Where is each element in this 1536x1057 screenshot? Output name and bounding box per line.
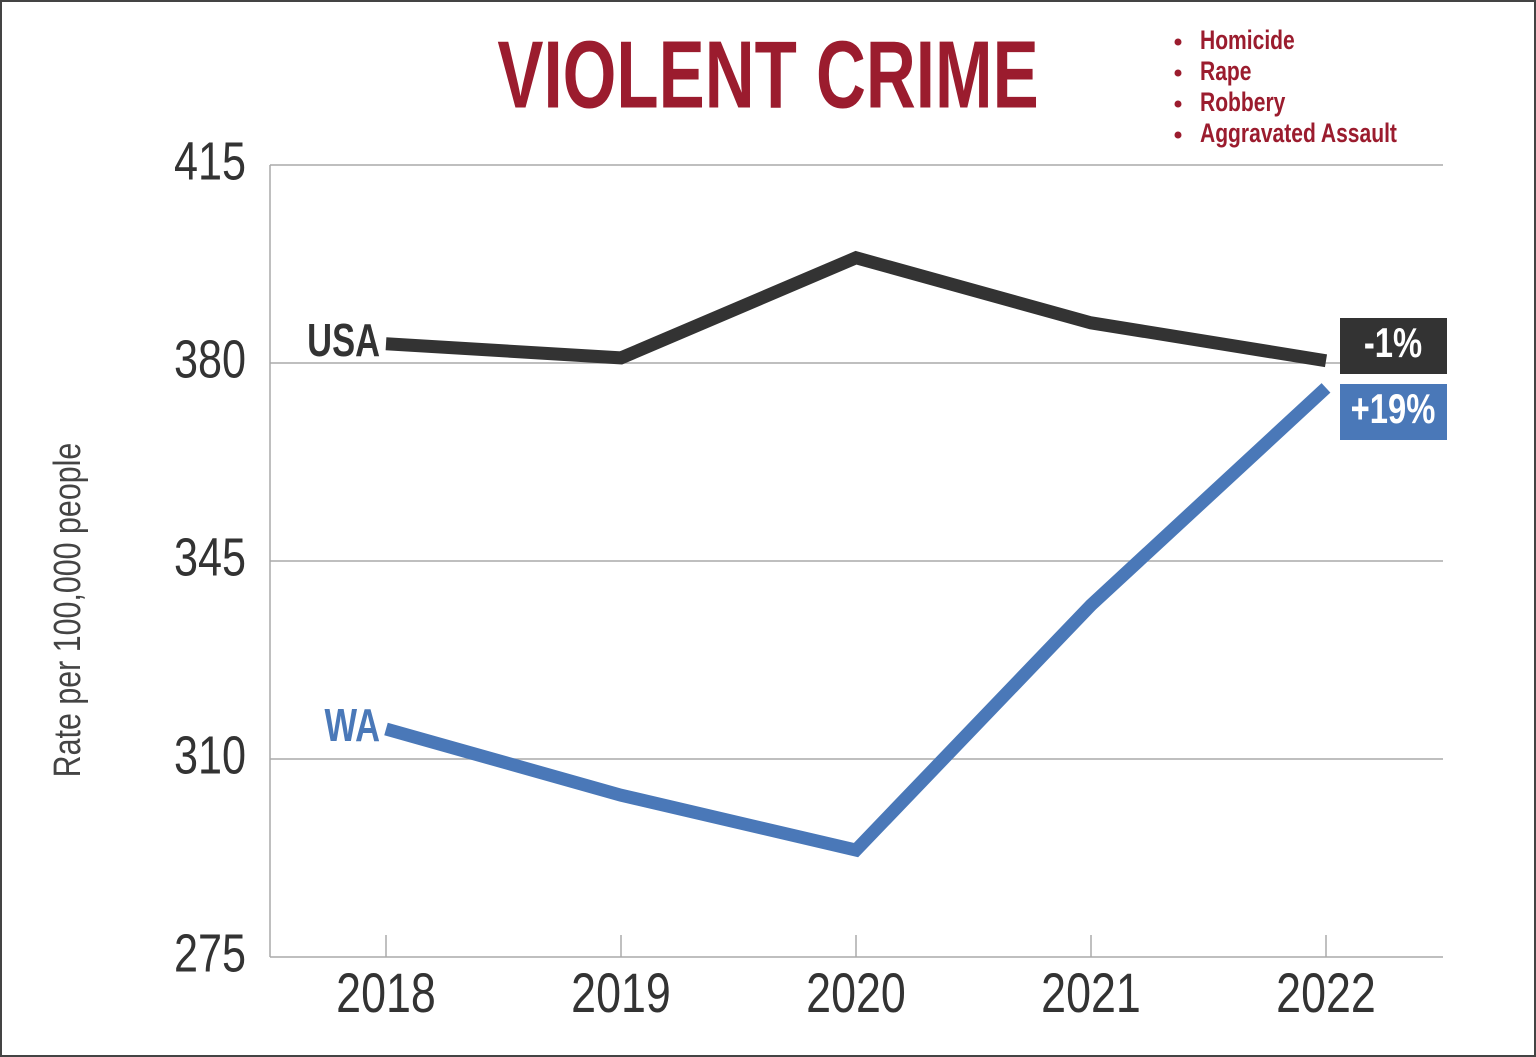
y-tick-label: 275 bbox=[174, 924, 246, 984]
y-tick-label: 380 bbox=[174, 330, 246, 390]
chart-title: VIOLENT CRIME bbox=[497, 20, 1038, 128]
x-tick-label: 2020 bbox=[806, 961, 906, 1024]
x-tick-label: 2018 bbox=[336, 961, 436, 1024]
crime-type: Robbery bbox=[1200, 88, 1286, 118]
end-label-box bbox=[1340, 384, 1447, 440]
series-line bbox=[384, 383, 1331, 858]
end-label-box bbox=[1340, 318, 1447, 374]
bullet bbox=[1174, 38, 1182, 46]
crime-type: Rape bbox=[1200, 57, 1251, 87]
crime-type: Aggravated Assault bbox=[1200, 119, 1397, 149]
end-label: +19% bbox=[1351, 385, 1436, 432]
x-tick-label: 2019 bbox=[571, 961, 671, 1024]
y-tick-label: 415 bbox=[174, 132, 246, 192]
series-line bbox=[385, 250, 1328, 368]
crime-type: Homicide bbox=[1200, 26, 1295, 56]
y-tick-label: 345 bbox=[174, 528, 246, 588]
bullet bbox=[1174, 100, 1182, 108]
y-axis-label: Rate per 100,000 people bbox=[47, 443, 89, 778]
bullet bbox=[1174, 69, 1182, 77]
x-tick-label: 2022 bbox=[1276, 961, 1376, 1024]
end-label: -1% bbox=[1364, 319, 1422, 366]
series-name: USA bbox=[307, 314, 380, 366]
bullet bbox=[1174, 131, 1182, 139]
series-name: WA bbox=[324, 699, 380, 751]
y-tick-label: 310 bbox=[174, 726, 246, 786]
x-tick-label: 2021 bbox=[1041, 961, 1141, 1024]
